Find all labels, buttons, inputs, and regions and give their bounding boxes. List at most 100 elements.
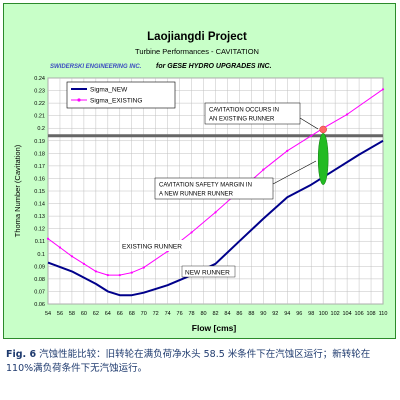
x-tick-label: 80 [200, 311, 206, 317]
annotation-new-runner: NEW RUNNER [181, 265, 236, 278]
y-tick-label: 0.22 [34, 101, 45, 107]
x-tick-label: 94 [284, 311, 290, 317]
x-tick-label: 100 [319, 311, 328, 317]
x-tick-label: 104 [343, 311, 352, 317]
series-point-sigma-existing [130, 271, 133, 274]
y-tick-label: 0.13 [34, 214, 45, 220]
series-point-sigma-existing [346, 113, 349, 116]
x-tick-label: 96 [296, 311, 302, 317]
series-point-sigma-existing [214, 211, 217, 214]
y-tick-label: 0.07 [34, 289, 45, 295]
series-layer [46, 88, 385, 297]
figure-caption: Fig. 6 汽蚀性能比较：旧转轮在满负荷净水头 58.5 米条件下在汽蚀区运行… [6, 348, 394, 376]
x-tick-label: 58 [69, 311, 75, 317]
annotation-line: AN EXISTING RUNNER [209, 117, 275, 123]
chart-title: Laojiangdi Project [147, 31, 247, 43]
x-tick-label: 68 [129, 311, 135, 317]
x-tick-label: 102 [331, 311, 340, 317]
x-tick-label: 108 [366, 311, 375, 317]
x-tick-label: 70 [141, 311, 147, 317]
annotation-box [204, 102, 301, 125]
annotation-safety-margin: CAVITATION SAFETY MARGIN IN A NEW RUNNER… [154, 160, 317, 200]
x-tick-label: 66 [117, 311, 123, 317]
y-tick-label: 0.15 [34, 189, 45, 195]
series-point-sigma-existing [190, 231, 193, 234]
cavitation-chart: Laojiangdi Project Turbine Performances … [13, 31, 387, 333]
y-tick-label: 0.2 [37, 126, 45, 132]
x-tick-label: 88 [248, 311, 254, 317]
x-tick-label: 72 [153, 311, 159, 317]
x-tick-label: 84 [224, 311, 230, 317]
caption-label: Fig. 6 [6, 349, 37, 360]
annotation-line: CAVITATION SAFETY MARGIN IN [159, 183, 252, 189]
x-tick-label: 74 [165, 311, 171, 317]
x-tick-label: 110 [379, 311, 388, 317]
x-tick-label: 86 [236, 311, 242, 317]
series-point-sigma-existing [262, 168, 265, 171]
series-line-sigma-new [47, 139, 384, 297]
y-tick-label: 0.06 [34, 302, 45, 308]
series-point-sigma-existing [106, 274, 109, 277]
x-tick-label: 78 [189, 311, 195, 317]
legend-label-new: Sigma_NEW [90, 87, 128, 94]
series-point-sigma-existing [94, 270, 97, 273]
x-tick-label: 90 [260, 311, 266, 317]
x-tick-labels: 54 56 58 60 62 64 66 68 70 72 74 76 78 80 82 84 86 88 90 92… [45, 311, 387, 317]
y-tick-label: 0.19 [34, 139, 45, 145]
y-tick-label: 0.11 [35, 239, 45, 245]
x-tick-label: 82 [212, 311, 218, 317]
marker-layer [317, 125, 329, 185]
annotation-line: A NEW RUNNER RUNNER [159, 192, 234, 198]
safety-margin-marker [317, 132, 329, 185]
company-left: SWIDERSKI ENGINEERING INC. [50, 64, 142, 70]
series-point-sigma-existing [310, 134, 313, 137]
series-point-sigma-existing [118, 274, 121, 277]
series-point-sigma-existing [142, 266, 145, 269]
x-axis-label: Flow [cms] [192, 323, 237, 333]
x-tick-label: 76 [177, 311, 183, 317]
company-right: for GESE HYDRO UPGRADES INC. [156, 63, 272, 70]
annotation-box [120, 240, 190, 251]
y-tick-label: 0.09 [34, 264, 45, 270]
annotation-line: EXISTING RUNNER [122, 244, 182, 251]
chart-subtitle: Turbine Performances - CAVITATION [135, 47, 259, 56]
annotation-box [181, 265, 236, 278]
annotation-cavitation-occurs: CAVITATION OCCURS IN AN EXISTING RUNNER [204, 102, 319, 130]
x-tick-label: 56 [57, 311, 63, 317]
annotation-box [154, 177, 274, 200]
series-point-sigma-existing [46, 237, 50, 240]
y-tick-label: 0.16 [34, 176, 45, 182]
y-axis-label: Thoma Number (Cavitation) [13, 144, 22, 237]
y-tick-label: 0.21 [34, 114, 45, 120]
x-tick-label: 64 [105, 311, 111, 317]
y-tick-label: 0.14 [34, 202, 45, 208]
y-tick-label: 0.1 [37, 252, 45, 258]
series-point-sigma-existing [286, 149, 289, 152]
y-tick-label: 0.08 [34, 277, 45, 283]
x-tick-label: 92 [272, 311, 278, 317]
cavitation-point-marker [319, 125, 327, 134]
legend-marker-existing [77, 98, 81, 102]
x-tick-label: 106 [354, 311, 363, 317]
annotation-line: CAVITATION OCCURS IN [209, 108, 279, 114]
y-tick-label: 0.24 [34, 76, 45, 82]
annotation-arrow [272, 160, 317, 185]
legend-label-existing: Sigma_EXISTING [90, 98, 142, 105]
x-tick-label: 60 [81, 311, 87, 317]
annotation-existing-runner: EXISTING RUNNER [120, 240, 190, 251]
y-tick-label: 0.18 [34, 151, 45, 157]
caption-text: 汽蚀性能比较：旧转轮在满负荷净水头 58.5 米条件下在汽蚀区运行；新转轮在 1… [6, 349, 371, 374]
x-tick-label: 54 [45, 311, 51, 317]
series-point-sigma-existing [70, 255, 74, 258]
series-point-sigma-existing [82, 262, 85, 265]
legend: Sigma_NEW Sigma_EXISTING [66, 81, 176, 109]
series-point-sigma-existing [381, 88, 385, 91]
y-tick-label: 0.12 [34, 227, 45, 233]
x-tick-label: 62 [93, 311, 99, 317]
annotation-line: NEW RUNNER [185, 270, 230, 277]
legend-box [66, 81, 176, 109]
y-tick-label: 0.17 [34, 164, 45, 170]
annotation-arrow [299, 117, 319, 130]
x-tick-label: 98 [308, 311, 314, 317]
y-tick-label: 0.23 [34, 89, 45, 95]
